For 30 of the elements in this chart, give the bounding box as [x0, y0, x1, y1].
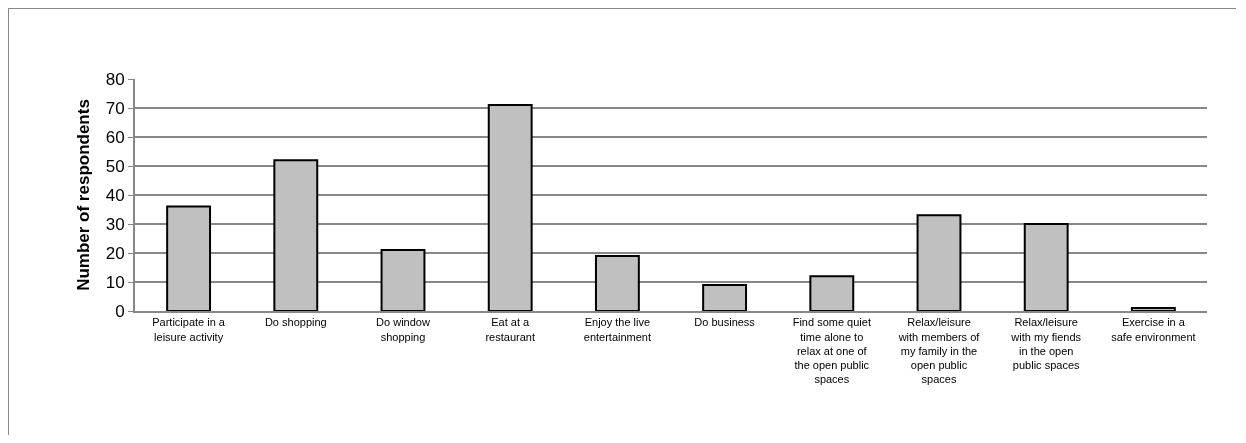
x-tick-label: Exercise in a safe environment	[1111, 316, 1196, 343]
y-tick-label: 0	[115, 301, 125, 321]
bar	[594, 254, 640, 311]
bar	[1023, 223, 1069, 311]
bar	[380, 249, 426, 311]
x-tick-label: Do shopping	[264, 316, 327, 329]
x-tick-label: Do business	[694, 316, 756, 329]
bar	[166, 205, 212, 311]
y-tick-label: 30	[105, 214, 125, 234]
y-tick-label: 20	[105, 243, 125, 263]
y-tick-label: 70	[105, 98, 125, 118]
y-tick-label: 80	[105, 69, 125, 89]
x-tick-label: Participate in a leisure activity	[152, 316, 226, 343]
y-tick-label: 50	[105, 156, 125, 176]
bar	[487, 104, 533, 311]
bar	[273, 159, 319, 311]
y-tick-label: 40	[105, 185, 125, 205]
y-axis-title: Number of respondents	[73, 99, 93, 291]
bar	[809, 275, 855, 311]
x-tick-label: Do window shopping	[376, 316, 430, 343]
y-tick-label: 60	[105, 127, 125, 147]
x-tick-label: Find some quiet time alone to relax at one of the open public spaces	[792, 316, 871, 386]
x-tick-label: Eat at a restaurant	[485, 316, 535, 343]
x-tick-label: Relax/leisure with members of my family in the open public spaces	[897, 316, 981, 386]
bar	[702, 283, 748, 311]
bar	[1130, 307, 1176, 311]
x-tick-label: Enjoy the live entertainment	[583, 316, 652, 343]
x-tick-label: Relax/leisure with my fiends in the open public spaces	[1010, 316, 1082, 372]
bar	[916, 214, 962, 311]
y-tick-label: 10	[105, 272, 125, 292]
